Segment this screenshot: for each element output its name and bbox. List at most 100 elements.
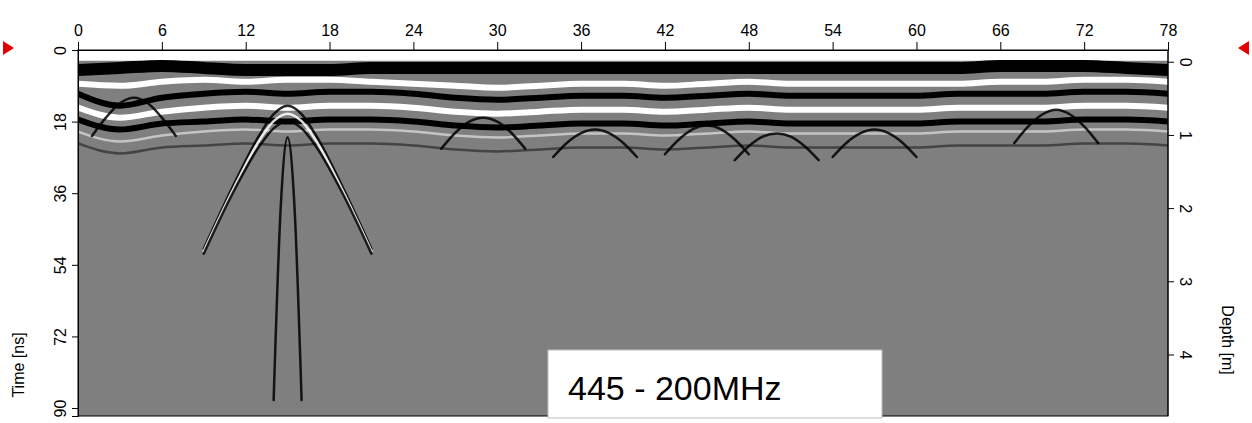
y2-axis-title: Depth [m] — [1219, 305, 1236, 374]
tick-label: 90 — [52, 400, 69, 418]
tick-label: 2 — [1177, 204, 1194, 213]
tick: 36 — [573, 22, 591, 50]
tick: 54 — [52, 256, 78, 274]
tick: 66 — [992, 22, 1010, 50]
reflector — [833, 130, 917, 157]
reflector — [78, 143, 1168, 153]
tick-mark — [497, 42, 498, 50]
tick-label: 72 — [52, 328, 69, 346]
tick: 18 — [52, 113, 78, 131]
tick: 36 — [52, 185, 78, 203]
tick-mark — [1168, 281, 1174, 282]
tick: 54 — [824, 22, 842, 50]
tick-mark — [1168, 135, 1174, 136]
tick-mark — [1084, 42, 1085, 50]
y2-axis: 0 1 2 3 4 — [1168, 50, 1194, 416]
tick-label: 18 — [321, 22, 339, 39]
x-axis: 0 6 12 18 24 30 36 42 48 54 60 66 72 78 — [74, 22, 1177, 51]
tick-label: 42 — [657, 22, 675, 39]
reflector — [78, 80, 1168, 88]
tick-mark — [246, 42, 247, 50]
tick-mark — [665, 42, 666, 50]
tick: 72 — [1076, 22, 1094, 50]
tick: 90 — [52, 400, 78, 418]
tick-label: 0 — [52, 46, 69, 55]
y-axis: 0 18 36 54 72 90 — [52, 46, 79, 417]
reflector — [204, 106, 372, 249]
reflector — [78, 120, 1168, 130]
tick-label: 36 — [573, 22, 591, 39]
reflector — [1014, 110, 1098, 143]
tick-mark — [1000, 42, 1001, 50]
tick-label: 6 — [158, 22, 167, 39]
tick-mark — [833, 42, 834, 50]
tick-mark — [72, 122, 78, 123]
tick-label: 12 — [237, 22, 255, 39]
tick: 0 — [52, 46, 78, 55]
tick-label: 4 — [1177, 351, 1194, 360]
marker-left — [3, 41, 14, 55]
tick: 0 — [1168, 58, 1194, 67]
reflector — [78, 66, 1168, 70]
tick-label: 0 — [1177, 58, 1194, 67]
tick: 72 — [52, 328, 78, 346]
tick: 18 — [321, 22, 339, 50]
tick-mark — [72, 193, 78, 194]
reflector — [665, 126, 749, 155]
tick-mark — [72, 408, 78, 409]
reflector — [274, 138, 302, 401]
reflector — [78, 106, 1168, 118]
tick-label: 48 — [740, 22, 758, 39]
tick-label: 54 — [824, 22, 842, 39]
tick-label: 60 — [908, 22, 926, 39]
tick-mark — [1168, 62, 1174, 63]
tick-mark — [1168, 42, 1169, 50]
axis-line — [72, 51, 79, 417]
tick: 78 — [1160, 22, 1178, 50]
annotation-box — [548, 350, 882, 418]
tick-mark — [330, 42, 331, 50]
tick: 24 — [405, 22, 423, 50]
tick-mark — [162, 42, 163, 50]
tick-mark — [1168, 208, 1174, 209]
tick: 6 — [158, 22, 167, 50]
axis-line — [79, 42, 1169, 51]
reflector — [78, 130, 1168, 142]
chart: 0612182430364248546066727801836547290012… — [0, 0, 1252, 423]
reflector — [78, 50, 1168, 61]
tick-mark — [749, 42, 750, 50]
tick: 42 — [657, 22, 675, 50]
tick-label: 1 — [1177, 131, 1194, 140]
axis-line — [1168, 50, 1169, 416]
tick: 30 — [489, 22, 507, 50]
reflector — [553, 130, 637, 157]
tick-label: 24 — [405, 22, 423, 39]
reflector — [735, 134, 819, 161]
reflector — [92, 98, 176, 136]
tick: 60 — [908, 22, 926, 50]
reflector — [204, 122, 372, 254]
tick-label: 36 — [52, 185, 69, 203]
tick-mark — [1168, 355, 1174, 356]
tick-label: 78 — [1160, 22, 1178, 39]
tick-mark — [916, 42, 917, 50]
marker-right — [1238, 41, 1249, 55]
annotation-text: 445 - 200MHz — [568, 369, 782, 407]
tick: 4 — [1168, 351, 1194, 360]
annotation: 445 - 200MHz — [548, 350, 882, 418]
tick-mark — [581, 42, 582, 50]
tick: 1 — [1168, 131, 1194, 140]
tick: 48 — [740, 22, 758, 50]
tick-label: 18 — [52, 113, 69, 131]
tick-mark — [72, 265, 78, 266]
reflector — [441, 118, 525, 149]
tick-label: 0 — [74, 22, 83, 39]
tick: 3 — [1168, 277, 1194, 286]
tick-label: 30 — [489, 22, 507, 39]
tick-mark — [72, 50, 78, 51]
tick-mark — [413, 42, 414, 50]
reflector — [204, 114, 372, 252]
tick: 2 — [1168, 204, 1194, 213]
tick: 0 — [74, 22, 83, 50]
tick-mark — [78, 42, 79, 50]
